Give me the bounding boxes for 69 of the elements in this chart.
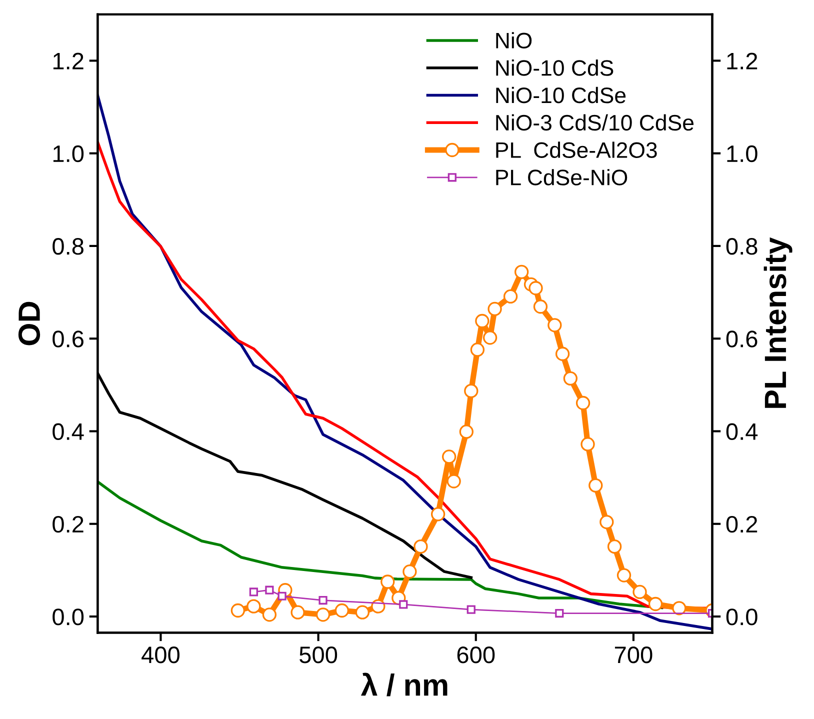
point [503, 289, 518, 304]
y-tick-label: 0.0 [52, 608, 84, 626]
x-tick-label: 500 [300, 646, 338, 664]
point [555, 346, 570, 361]
point [555, 608, 564, 618]
point [648, 596, 663, 612]
point [616, 568, 632, 582]
point [402, 564, 417, 579]
x-tick-label: 600 [457, 646, 495, 664]
point [414, 539, 428, 554]
point [334, 603, 350, 618]
legend-label: PL CdSe-NiO [496, 169, 628, 186]
point [355, 605, 370, 620]
point [475, 314, 490, 328]
point [262, 608, 277, 622]
point [278, 592, 286, 600]
y-tick-label: 1.2 [53, 52, 84, 70]
point [528, 281, 543, 296]
legend-label: NiO-10 CdSe [496, 86, 626, 104]
y-tick-label: 0.6 [52, 330, 84, 348]
y2-tick-label: 0.2 [726, 516, 758, 533]
x-tick-label: 400 [142, 646, 180, 664]
point [672, 601, 686, 616]
point [580, 437, 595, 452]
point [265, 586, 274, 594]
y2-axis-title: PL Intensity [764, 237, 792, 408]
point [446, 474, 461, 488]
point [230, 603, 246, 618]
point [249, 588, 258, 596]
point [470, 342, 485, 357]
y-tick-label: 0.2 [52, 516, 84, 533]
legend-label: NiO-10 CdS [496, 60, 614, 76]
y2-tick-label: 0.8 [726, 238, 758, 255]
y2-tick-label: 0.0 [726, 608, 758, 626]
y-axis-title: OD [18, 302, 40, 346]
point [533, 300, 548, 314]
y2-tick-label: 1.2 [727, 52, 758, 70]
y2-tick-label: 0.6 [726, 330, 758, 348]
y2-tick-label: 0.4 [726, 423, 758, 440]
y-tick-label: 0.8 [52, 238, 84, 255]
point [563, 371, 578, 386]
point [488, 302, 502, 316]
point [316, 608, 330, 622]
point [466, 605, 476, 614]
point [246, 599, 261, 614]
point [514, 264, 529, 279]
y-tick-label: 0.4 [52, 423, 84, 440]
x-axis-title: λ / nm [360, 672, 448, 696]
legend-label: PL CdSe-Al2O3 [496, 142, 657, 158]
y-tick-label: 1.0 [53, 145, 84, 162]
point [548, 318, 562, 332]
point [632, 584, 647, 600]
point [318, 596, 328, 605]
point [442, 450, 456, 464]
point [576, 396, 590, 410]
point [600, 514, 614, 530]
point [482, 330, 498, 345]
legend-label: NiO-3 CdS/10 CdSe [496, 114, 694, 131]
legend-label: NiO [496, 32, 532, 48]
point [290, 605, 305, 620]
point [430, 507, 446, 522]
point [399, 600, 408, 609]
point [459, 424, 474, 439]
point [464, 384, 478, 398]
point [380, 574, 395, 589]
y2-tick-label: 1.0 [727, 145, 758, 162]
x-tick-label: 700 [614, 646, 652, 664]
point [607, 539, 622, 554]
point [588, 478, 603, 493]
